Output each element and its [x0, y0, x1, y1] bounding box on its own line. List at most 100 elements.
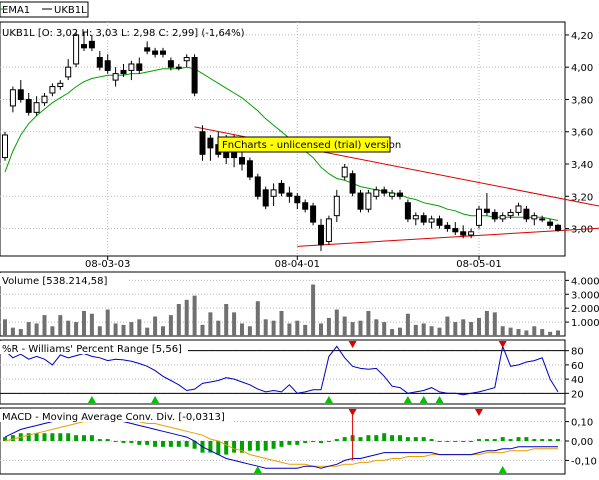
volume-bar: [342, 316, 347, 336]
candle-body: [531, 215, 538, 220]
candle-body: [128, 63, 135, 71]
macd-histogram-bar: [469, 441, 474, 442]
macd-histogram-bar: [153, 441, 158, 447]
candle-body: [539, 218, 546, 221]
williams-sell-marker: [498, 341, 507, 348]
volume-bar: [429, 326, 434, 336]
volume-bar: [469, 322, 474, 336]
volume-bar: [10, 327, 15, 336]
candle-body: [452, 228, 459, 233]
candle-body: [507, 211, 514, 217]
volume-bar: [18, 329, 23, 336]
price-title: UKB1L [O: 3,02 H: 3,03 L: 2,98 C: 2,99] …: [2, 28, 245, 39]
macd-histogram-bar: [216, 441, 221, 455]
williams-buy-marker: [435, 396, 444, 403]
macd-histogram-bar: [326, 441, 331, 442]
volume-bar: [421, 323, 426, 336]
volume-bar: [247, 326, 252, 336]
macd-histogram-bar: [421, 437, 426, 441]
volume-bar: [398, 327, 402, 336]
macd-histogram-bar: [508, 439, 513, 441]
volume-bar: [390, 329, 395, 336]
volume-bar: [26, 322, 31, 336]
volume-bar: [350, 322, 355, 336]
volume-bar: [58, 315, 63, 336]
candle-body: [365, 192, 372, 210]
williams-buy-marker: [151, 396, 160, 403]
volume-bar: [532, 326, 537, 336]
watermark-text: FnCharts - unlicensed (trial) version: [222, 140, 401, 151]
volume-bar: [287, 323, 292, 336]
macd-histogram-bar: [279, 441, 284, 447]
williams-axis-tick-label-2: 60: [571, 361, 584, 372]
volume-bar: [461, 319, 466, 336]
legend-ukb1l-label: UKB1L: [54, 5, 87, 16]
macd-histogram-bar: [168, 441, 173, 447]
macd-histogram-bar: [405, 437, 410, 441]
macd-histogram-bar: [184, 441, 189, 447]
volume-bar: [382, 322, 387, 336]
volume-bar: [184, 299, 189, 336]
volume-bar: [453, 322, 458, 336]
macd-histogram-bar: [263, 441, 268, 451]
candle-body: [373, 189, 380, 197]
macd-histogram-bar: [232, 441, 237, 453]
williams-buy-marker: [324, 396, 333, 403]
macd-buy-marker: [498, 466, 507, 473]
volume-bar: [161, 326, 165, 336]
candle-body: [278, 182, 285, 194]
macd-histogram-bar: [445, 441, 450, 442]
candle-body: [468, 231, 475, 236]
candle-body: [239, 157, 245, 165]
macd-histogram-bar: [247, 441, 252, 451]
volume-bar: [484, 310, 489, 336]
williams-buy-marker: [87, 396, 96, 403]
candle-body: [73, 34, 80, 65]
macd-histogram-bar: [429, 439, 434, 441]
volume-bar: [3, 319, 7, 336]
volume-bar: [224, 304, 229, 336]
macd-histogram-bar: [342, 437, 347, 441]
macd-histogram-bar: [398, 435, 402, 441]
candle-body: [262, 189, 269, 207]
legend-box: [0, 1, 89, 18]
macd-histogram-bar: [208, 441, 213, 453]
candle-body: [483, 208, 490, 213]
candle-body: [412, 215, 419, 220]
candle-body: [191, 57, 198, 94]
macd-histogram-bar: [105, 439, 110, 441]
candle-body: [254, 176, 261, 197]
macd-histogram-bar: [311, 441, 316, 442]
candle-body: [491, 211, 498, 220]
volume-bar: [66, 320, 71, 336]
volume-bar: [168, 315, 173, 336]
volume-axis-tick-label-0: 1.000: [571, 318, 599, 329]
macd-histogram-bar: [161, 441, 165, 447]
volume-bar: [358, 320, 363, 336]
macd-histogram-bar: [224, 441, 229, 455]
volume-bar: [311, 284, 316, 336]
macd-histogram-bar: [10, 435, 15, 441]
macd-sell-marker: [348, 409, 357, 416]
macd-histogram-bar: [477, 439, 481, 441]
candle-body: [81, 44, 87, 49]
volume-bar: [508, 327, 513, 336]
candle-body: [555, 224, 561, 231]
candle-body: [33, 102, 40, 113]
volume-bar: [540, 329, 545, 336]
macd-histogram-bar: [319, 441, 323, 443]
macd-histogram-bar: [34, 433, 39, 441]
macd-histogram-bar: [366, 435, 371, 441]
volume-bar: [121, 324, 126, 336]
macd-histogram-bar: [271, 441, 276, 449]
macd-histogram-bar: [74, 435, 79, 441]
volume-bar: [89, 313, 94, 336]
williams-buy-marker: [419, 396, 428, 403]
volume-bar: [366, 310, 371, 336]
volume-bar: [271, 320, 276, 336]
macd-histogram-bar: [461, 441, 466, 442]
macd-histogram-bar: [453, 441, 458, 442]
macd-histogram-bar: [303, 441, 308, 443]
macd-histogram-bar: [516, 437, 521, 441]
volume-bar: [74, 322, 79, 336]
